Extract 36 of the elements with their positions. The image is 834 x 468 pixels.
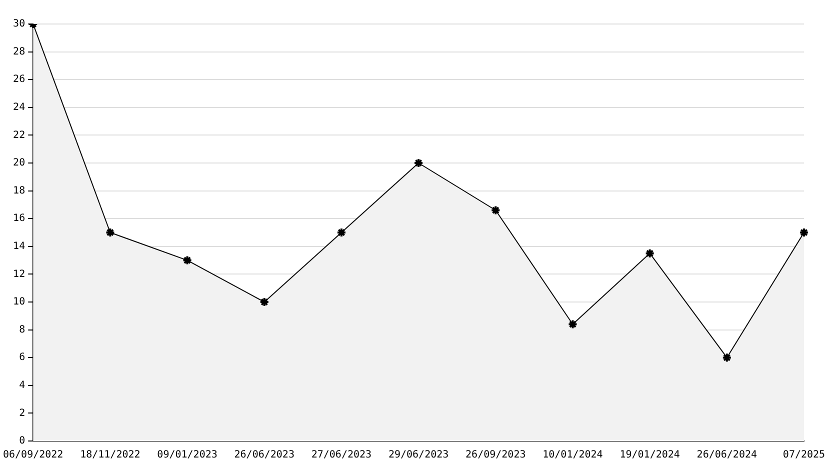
x-tick-label: 26/06/2024 bbox=[696, 450, 758, 461]
y-tick-label: 6 bbox=[19, 352, 26, 364]
y-tick-label: 26 bbox=[13, 74, 26, 86]
point bbox=[644, 248, 655, 258]
x-tick-label: 18/11/2022 bbox=[80, 450, 140, 461]
point bbox=[722, 352, 732, 363]
x-tick-label: 27/06/2023 bbox=[311, 450, 372, 461]
y-tick-label: 22 bbox=[13, 130, 26, 141]
point bbox=[259, 297, 270, 307]
y-tick-label: 24 bbox=[13, 102, 26, 113]
y-tick-label: 0 bbox=[19, 436, 26, 447]
x-tick-label: 07/2025 bbox=[782, 450, 826, 461]
x-tick-label: 26/06/2023 bbox=[234, 450, 294, 461]
y-tick-label: 20 bbox=[13, 158, 26, 169]
x-tick-label: 06/09/2022 bbox=[2, 450, 64, 461]
point bbox=[490, 205, 501, 216]
x-tick-label: 09/01/2023 bbox=[157, 450, 218, 461]
point bbox=[182, 255, 192, 266]
x-tick-label: 10/01/2024 bbox=[542, 450, 603, 461]
y-tick-label: 18 bbox=[13, 185, 26, 196]
y-tick-label: 28 bbox=[13, 46, 26, 58]
y-tick-label: 8 bbox=[19, 324, 26, 336]
y-tick-label: 14 bbox=[13, 240, 26, 252]
y-tick-label: 12 bbox=[13, 268, 26, 280]
y-tick-label: 30 bbox=[13, 18, 26, 30]
point bbox=[105, 228, 116, 238]
y-tick-label: 16 bbox=[13, 213, 26, 224]
x-tick-label: 29/06/2023 bbox=[388, 450, 449, 461]
point bbox=[336, 228, 346, 238]
point bbox=[414, 158, 424, 168]
y-tick-label: 10 bbox=[13, 296, 26, 308]
x-tick-label: 26/09/2023 bbox=[466, 450, 526, 461]
y-tick-label: 4 bbox=[19, 380, 26, 391]
point bbox=[568, 319, 578, 330]
y-tick-label: 2 bbox=[19, 408, 26, 419]
x-tick-label: 19/01/2024 bbox=[620, 450, 680, 461]
